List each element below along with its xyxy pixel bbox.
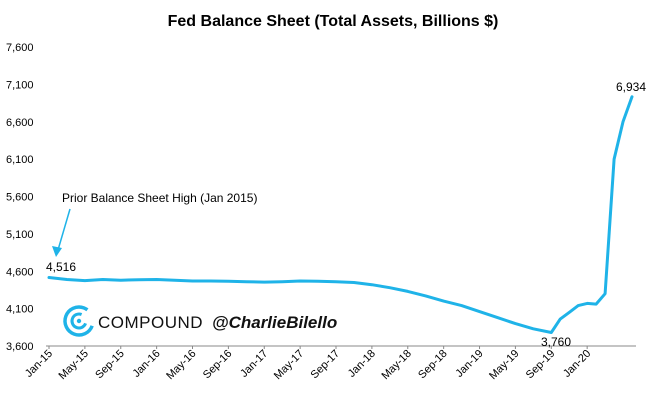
y-tick-label: 7,100 <box>6 79 34 91</box>
compound-logo: COMPOUND <box>63 305 203 337</box>
annotation-arrow <box>52 208 71 257</box>
x-tick-label: May-16 <box>164 348 198 382</box>
compound-logo-icon <box>63 305 95 337</box>
brand-name: COMPOUND <box>98 313 203 332</box>
annotation-start-value: 4,516 <box>46 260 76 274</box>
x-tick-label: Jan-16 <box>130 348 162 380</box>
x-tick-label: May-17 <box>272 348 306 382</box>
x-tick-label: Jan-20 <box>561 348 593 380</box>
annotation-end-value: 6,934 <box>616 80 646 94</box>
x-tick-label: Sep-18 <box>416 348 450 382</box>
y-axis: 3,600 4,100 4,600 5,100 5,600 6,100 6,600 7,100… <box>6 42 34 353</box>
y-tick-label: 3,600 <box>6 341 34 353</box>
y-tick-label: 6,100 <box>6 154 34 166</box>
series-line <box>47 95 634 334</box>
x-axis: Jan-15 May-15 Sep-15 Jan-16 May-16 Sep-16 Jan-… <box>23 346 593 382</box>
chart-title: Fed Balance Sheet (Total Assets, Billion… <box>168 13 499 30</box>
y-tick-label: 6,600 <box>6 117 34 129</box>
annotation-prior-high: Prior Balance Sheet High (Jan 2015) <box>62 191 257 205</box>
x-tick-label: May-15 <box>57 348 91 382</box>
x-tick-label: Jan-19 <box>453 348 485 380</box>
y-tick-label: 7,600 <box>6 42 34 54</box>
x-tick-label: Sep-17 <box>309 348 343 382</box>
x-tick-label: May-19 <box>487 348 521 382</box>
x-tick-label: Jan-17 <box>238 348 270 380</box>
y-tick-label: 5,100 <box>6 229 34 241</box>
annotation-low-value: 3,760 <box>541 335 571 349</box>
x-tick-label: Sep-15 <box>93 348 127 382</box>
y-tick-label: 4,600 <box>6 266 34 278</box>
twitter-handle: @CharlieBilello <box>212 313 337 332</box>
x-tick-label: Jan-18 <box>346 348 378 380</box>
y-tick-label: 5,600 <box>6 192 34 204</box>
x-tick-label: Sep-16 <box>201 348 235 382</box>
x-tick-label: May-18 <box>379 348 413 382</box>
y-tick-label: 4,100 <box>6 304 34 316</box>
x-tick-label: Sep-19 <box>524 348 558 382</box>
